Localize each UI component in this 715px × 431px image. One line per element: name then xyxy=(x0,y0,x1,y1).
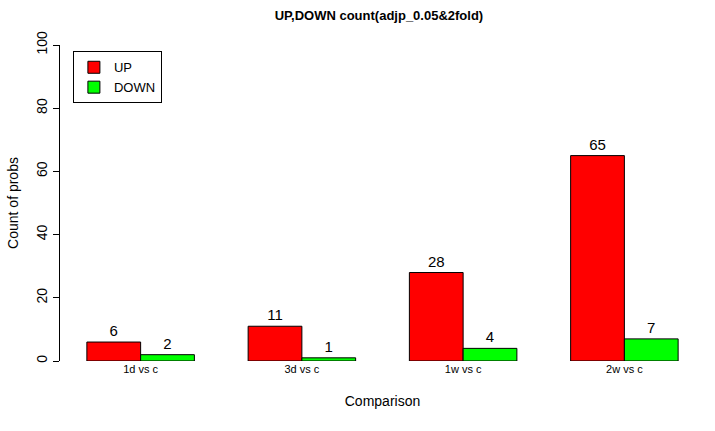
svg-text:11: 11 xyxy=(267,306,283,323)
svg-text:4: 4 xyxy=(486,328,494,345)
svg-text:1d vs c: 1d vs c xyxy=(123,363,158,375)
svg-text:3d vs c: 3d vs c xyxy=(284,363,319,375)
svg-text:65: 65 xyxy=(589,136,606,153)
svg-text:0: 0 xyxy=(34,355,50,363)
svg-text:Count of probs: Count of probs xyxy=(5,157,21,249)
svg-text:2w vs c: 2w vs c xyxy=(606,363,643,375)
svg-text:100: 100 xyxy=(34,31,50,55)
svg-text:6: 6 xyxy=(110,322,118,339)
svg-text:40: 40 xyxy=(34,225,50,241)
svg-text:DOWN: DOWN xyxy=(114,80,155,95)
svg-text:60: 60 xyxy=(34,161,50,177)
svg-text:80: 80 xyxy=(34,98,50,114)
svg-text:1: 1 xyxy=(325,338,333,355)
svg-text:7: 7 xyxy=(647,319,655,336)
svg-text:20: 20 xyxy=(34,288,50,304)
svg-text:UP,DOWN count(adjp_0.05&2fold): UP,DOWN count(adjp_0.05&2fold) xyxy=(275,8,484,23)
svg-text:Comparison: Comparison xyxy=(345,393,420,409)
svg-text:UP: UP xyxy=(114,60,132,75)
svg-text:2: 2 xyxy=(163,335,171,352)
svg-text:1w vs c: 1w vs c xyxy=(445,363,482,375)
svg-text:28: 28 xyxy=(428,253,445,270)
